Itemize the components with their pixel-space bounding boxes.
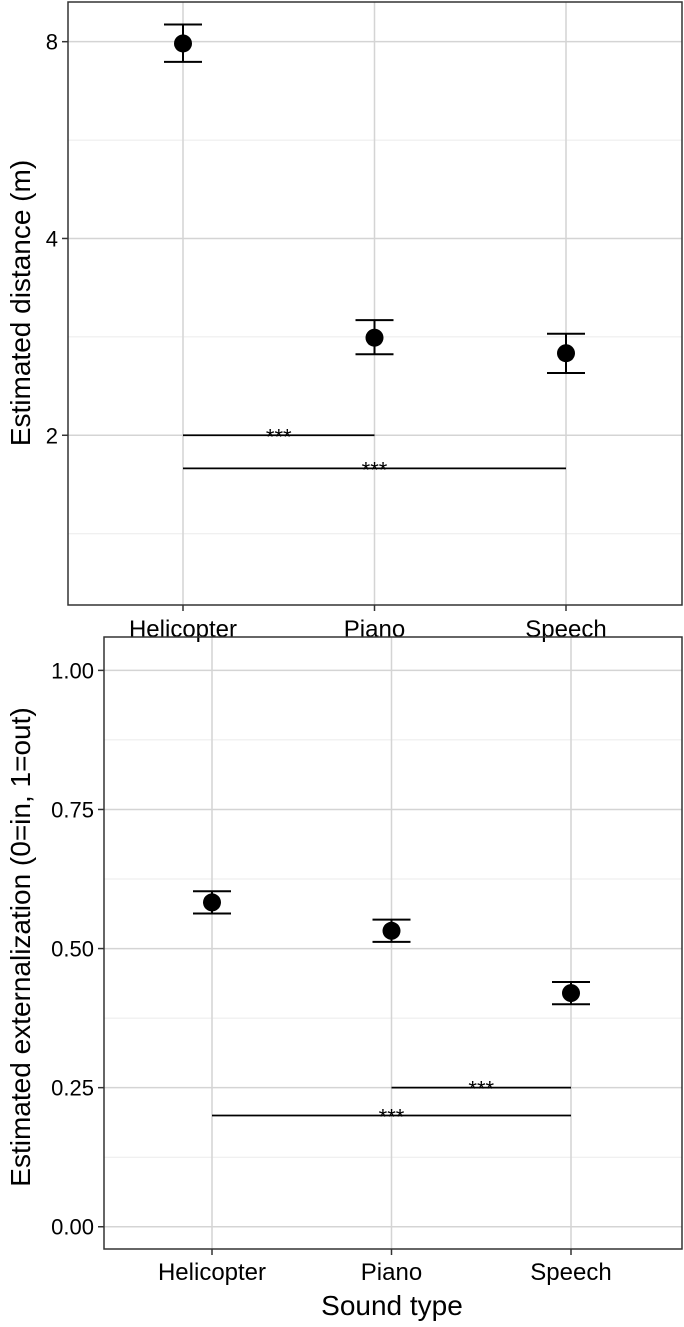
top-significance-label: *** — [266, 424, 292, 449]
top-y-axis-label: Estimated distance (m) — [5, 160, 36, 446]
bottom-y-tick-label: 0.50 — [51, 937, 94, 962]
bottom-significance-label: *** — [379, 1104, 405, 1129]
bottom-data-point — [562, 984, 580, 1003]
bottom-y-tick-label: 0.75 — [51, 797, 94, 822]
top-significance-label: *** — [362, 457, 388, 482]
bottom-y-tick-label: 1.00 — [51, 658, 94, 683]
bottom-significance-label: *** — [468, 1077, 494, 1102]
bottom-x-tick-label: Piano — [361, 1259, 422, 1286]
top-y-tick-label: 8 — [46, 30, 58, 55]
top-data-point — [365, 328, 384, 347]
bottom-panel-border — [103, 636, 683, 1250]
bottom-y-tick-label: 0.00 — [51, 1215, 94, 1240]
bottom-y-tick-label: 0.25 — [51, 1076, 94, 1101]
top-x-tick-label: Helicopter — [129, 616, 237, 643]
bottom-x-tick-label: Helicopter — [158, 1259, 266, 1286]
top-data-point — [174, 34, 192, 53]
top-y-tick-label: 2 — [46, 423, 58, 448]
bottom-data-point — [203, 893, 221, 912]
top-data-point — [557, 344, 575, 363]
bottom-x-axis-label: Sound type — [321, 1290, 463, 1321]
top-x-tick-label: Speech — [525, 616, 606, 643]
bottom-x-tick-label: Speech — [530, 1259, 611, 1286]
top-x-tick-label: Piano — [344, 616, 405, 643]
top-y-tick-label: 4 — [46, 226, 58, 251]
bottom-y-axis-label: Estimated externalization (0=in, 1=out) — [5, 707, 36, 1186]
bottom-data-point — [382, 921, 401, 940]
